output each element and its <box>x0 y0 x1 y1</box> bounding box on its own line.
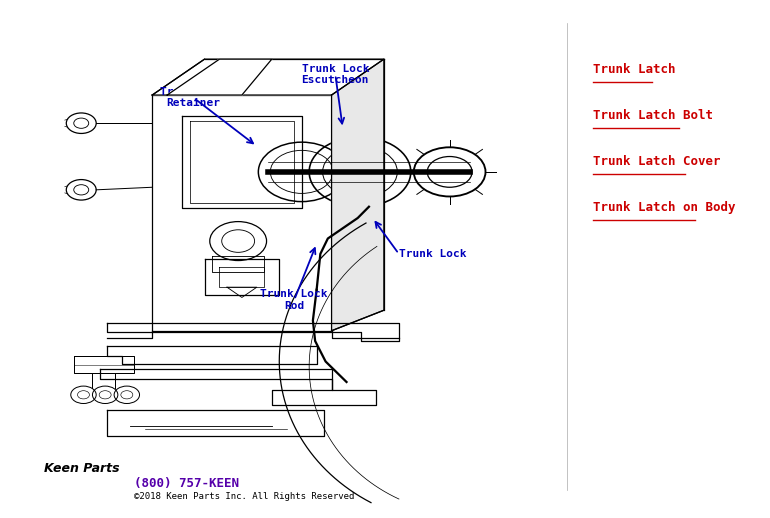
Text: Trunk Lock
Retainer: Trunk Lock Retainer <box>159 87 227 108</box>
Text: Keen Parts: Keen Parts <box>44 462 119 474</box>
Text: Trunk Latch on Body: Trunk Latch on Body <box>593 202 735 214</box>
Polygon shape <box>107 323 399 341</box>
Text: Trunk Latch Cover: Trunk Latch Cover <box>593 155 721 168</box>
Text: Trunk Lock: Trunk Lock <box>399 249 467 259</box>
Polygon shape <box>167 59 272 95</box>
Text: (800) 757-KEEN: (800) 757-KEEN <box>133 477 239 490</box>
Polygon shape <box>152 59 384 95</box>
Polygon shape <box>332 59 384 330</box>
Text: ©2018 Keen Parts Inc. All Rights Reserved: ©2018 Keen Parts Inc. All Rights Reserve… <box>133 492 354 501</box>
Text: Trunk Lock
Escutcheon: Trunk Lock Escutcheon <box>302 64 369 85</box>
Text: Trunk Lock
Rod: Trunk Lock Rod <box>260 289 328 311</box>
Text: Trunk Latch: Trunk Latch <box>593 63 675 76</box>
Text: Trunk Latch Bolt: Trunk Latch Bolt <box>593 109 713 122</box>
